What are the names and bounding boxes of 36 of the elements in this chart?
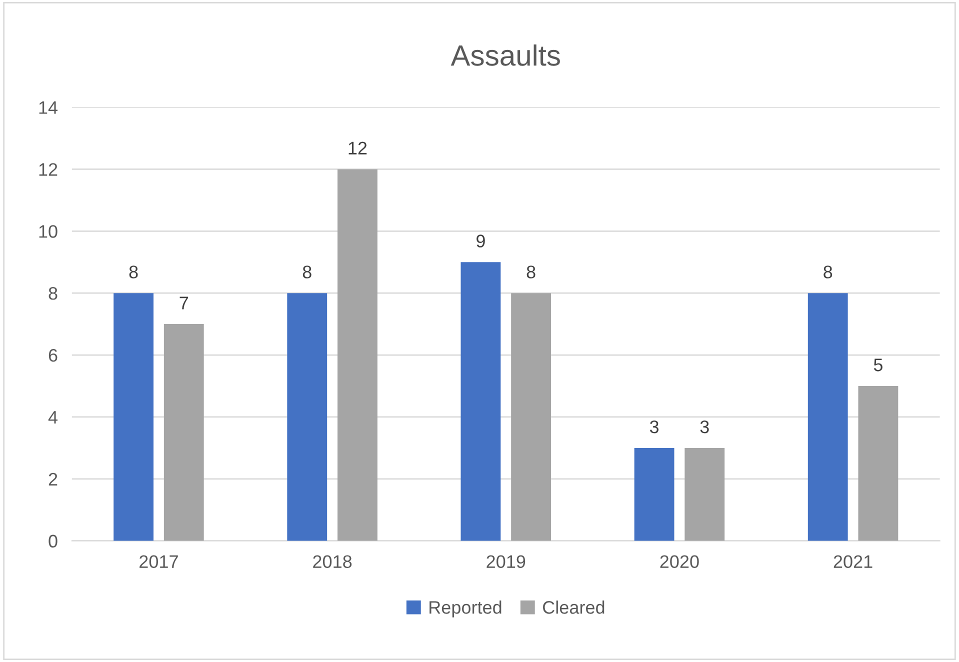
data-label: 12 [348, 142, 367, 154]
x-tick-label: 2018 [313, 555, 352, 568]
bar [287, 293, 328, 541]
x-tick-label: 2017 [140, 555, 178, 568]
data-label: 9 [476, 234, 485, 248]
y-tick-label: 2 [48, 472, 58, 486]
data-label: 8 [129, 266, 138, 278]
data-label: 8 [302, 266, 312, 278]
chart-title: Assaults [450, 44, 560, 66]
legend-label: Reported [430, 600, 502, 618]
y-tick-label: 4 [48, 411, 58, 424]
bar [338, 169, 378, 541]
legend-label: Cleared [543, 600, 604, 614]
y-tick-label: 0 [48, 534, 58, 548]
bar [634, 448, 674, 541]
data-label: 3 [650, 420, 659, 434]
bar [164, 324, 204, 541]
bar [858, 386, 898, 541]
data-label: 7 [180, 296, 188, 310]
y-tick-label: 6 [48, 348, 58, 362]
data-label: 3 [700, 420, 709, 434]
x-tick-label: 2020 [660, 555, 699, 568]
y-tick-label: 8 [48, 287, 58, 300]
y-tick-label: 12 [39, 163, 58, 176]
x-tick-label: 2019 [486, 555, 526, 568]
data-label: 8 [824, 266, 832, 278]
bar [114, 293, 154, 541]
bar [808, 293, 848, 541]
bar [684, 448, 725, 541]
y-tick-label: 14 [39, 101, 58, 114]
data-label: 8 [526, 266, 536, 278]
data-label: 5 [874, 358, 882, 372]
bar [460, 262, 501, 541]
bar [511, 293, 552, 541]
x-tick-label: 2021 [834, 555, 872, 568]
y-tick-label: 10 [39, 225, 58, 238]
